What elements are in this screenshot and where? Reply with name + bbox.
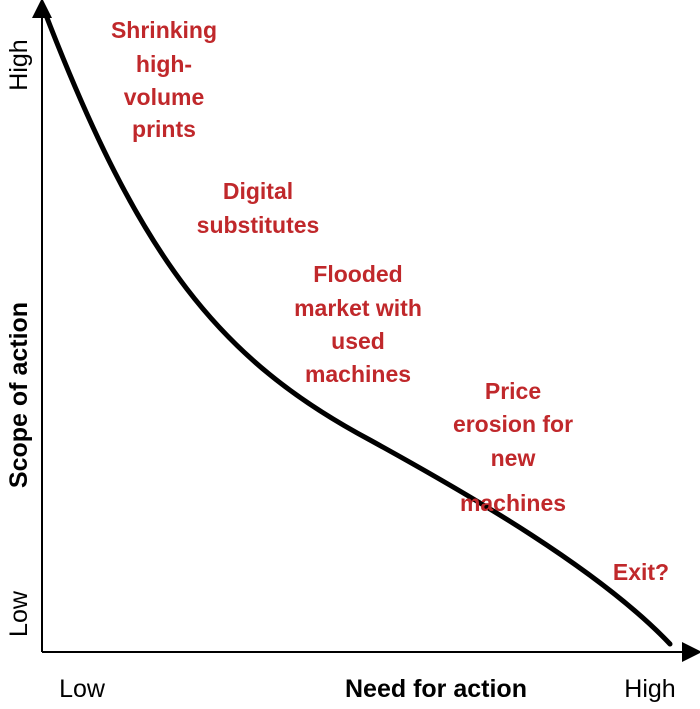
stage-line: used [331, 328, 385, 354]
y-axis-title: Scope of action [5, 302, 33, 488]
stage-line: volume [124, 84, 205, 110]
stage-label-flooded-market: Flooded market with used machines [294, 261, 422, 387]
declining-curve [41, 7, 673, 647]
stage-label-digital-substitutes: Digital substitutes [197, 178, 320, 238]
stage-line: Flooded [313, 261, 402, 287]
x-axis-low-label: Low [59, 675, 106, 703]
stage-line: Digital [223, 178, 293, 204]
stage-line: prints [132, 116, 196, 142]
y-axis-low-label: Low [5, 590, 33, 637]
y-axis-high-label: High [5, 39, 33, 90]
stage-line: erosion for [453, 411, 573, 437]
stage-line: new [491, 445, 536, 471]
stage-label-price-erosion: Price erosion for new machines [453, 378, 573, 516]
x-axis-title: Need for action [345, 675, 527, 703]
stage-line: Price [485, 378, 541, 404]
x-axis-high-label: High [624, 675, 675, 703]
stage-line: Shrinking [111, 17, 217, 43]
stage-label-shrinking-prints: Shrinking high- volume prints [111, 17, 217, 142]
stage-line: machines [460, 490, 566, 516]
stage-line: machines [305, 361, 411, 387]
stage-line: substitutes [197, 212, 320, 238]
stage-label-exit: Exit? [613, 559, 669, 585]
stage-line: high- [136, 51, 192, 77]
stage-line: market with [294, 295, 422, 321]
stage-line: Exit? [613, 559, 669, 585]
